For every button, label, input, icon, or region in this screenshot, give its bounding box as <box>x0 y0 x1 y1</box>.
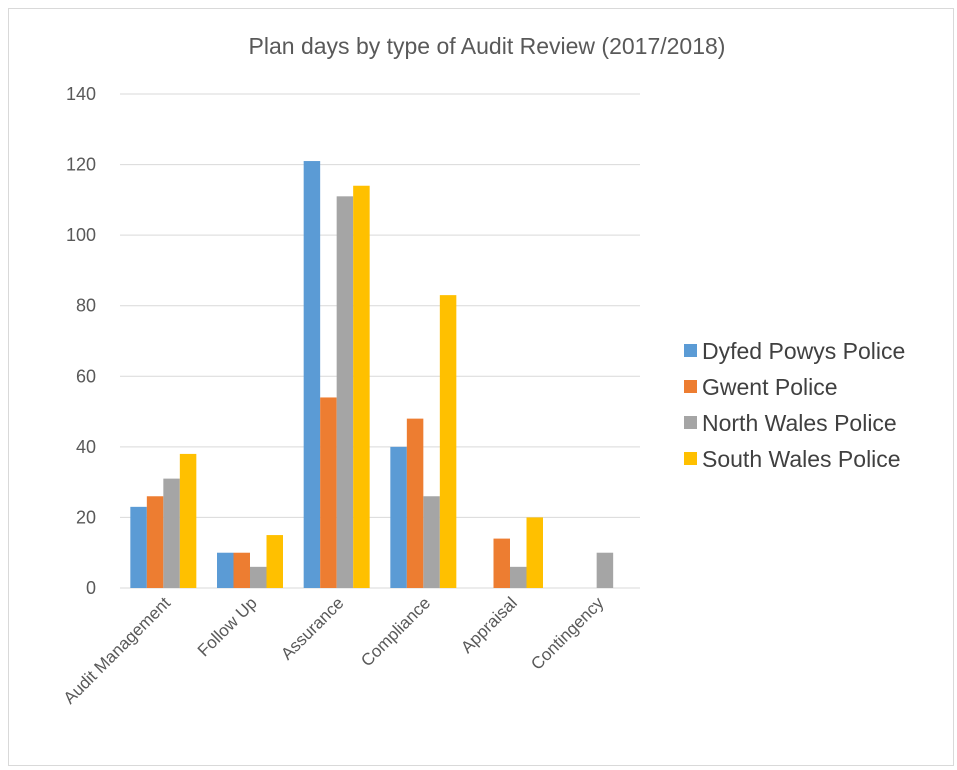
x-axis-categories: Audit Management Follow Up Assurance Compli… <box>60 593 608 708</box>
bar <box>423 496 440 588</box>
y-tick-label: 80 <box>76 296 96 316</box>
bar <box>217 552 234 588</box>
bars-layer <box>130 161 614 589</box>
bar <box>526 517 543 588</box>
bar <box>439 295 457 588</box>
legend-swatch <box>684 452 697 465</box>
x-category-label: Assurance <box>277 593 347 663</box>
bar <box>250 566 267 588</box>
bar <box>303 161 321 589</box>
x-category-label: Contingency <box>527 593 608 674</box>
x-category-label: Audit Management <box>60 593 175 708</box>
bar <box>266 535 283 588</box>
x-category-label: Follow Up <box>194 593 261 660</box>
y-tick-label: 60 <box>76 366 96 386</box>
legend-swatch <box>684 416 697 429</box>
y-axis-ticks: 0 20 40 60 80 100 120 140 <box>66 84 96 598</box>
bar <box>596 552 614 588</box>
bar <box>406 418 424 588</box>
bar <box>130 506 147 588</box>
legend-label: South Wales Police <box>702 446 901 472</box>
legend: Dyfed Powys Police Gwent Police North Wale… <box>684 338 905 472</box>
chart-title: Plan days by type of Audit Review (2017/… <box>249 33 726 59</box>
bar <box>179 453 197 588</box>
bar <box>353 185 370 588</box>
bar <box>163 478 180 588</box>
grid-layer <box>120 93 640 589</box>
x-category-label: Compliance <box>357 593 434 670</box>
y-tick-label: 100 <box>66 225 96 245</box>
bar <box>336 196 354 589</box>
legend-label: Dyfed Powys Police <box>702 338 905 364</box>
legend-label: North Wales Police <box>702 410 897 436</box>
chart-frame <box>8 8 954 766</box>
bar <box>510 566 527 588</box>
y-tick-label: 0 <box>86 578 96 598</box>
x-category-label: Appraisal <box>457 593 521 657</box>
y-tick-label: 40 <box>76 437 96 457</box>
y-tick-label: 120 <box>66 155 96 175</box>
bar <box>320 397 337 588</box>
bar <box>493 538 510 588</box>
y-tick-label: 140 <box>66 84 96 104</box>
bar <box>390 446 407 588</box>
legend-swatch <box>684 344 697 357</box>
bar <box>233 552 250 588</box>
bar <box>146 496 164 588</box>
y-tick-label: 20 <box>76 507 96 527</box>
legend-label: Gwent Police <box>702 374 838 400</box>
legend-swatch <box>684 380 697 393</box>
